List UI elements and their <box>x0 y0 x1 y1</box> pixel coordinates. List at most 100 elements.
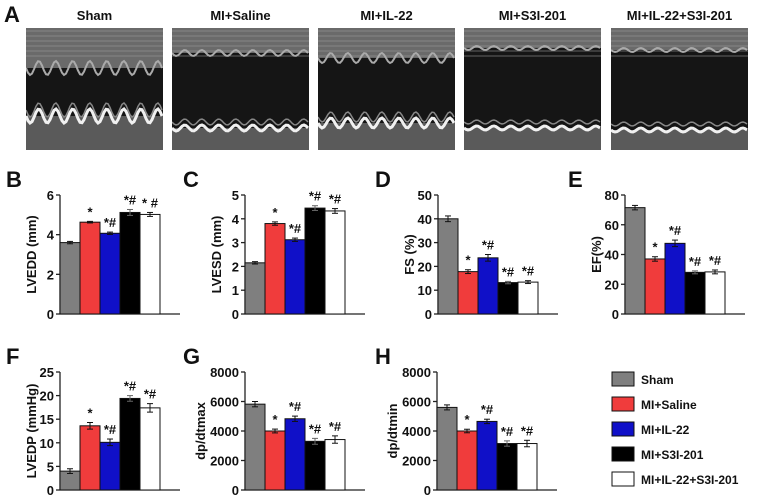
echo-title: MI+Saline <box>210 8 271 23</box>
bar <box>476 420 498 491</box>
legend: Sham MI+Saline MI+IL-22 MI+S3I-201 MI+IL-22+… <box>611 371 739 487</box>
significance-label: *# <box>289 221 302 236</box>
y-axis-label: LVEDD (mm) <box>24 215 39 293</box>
bar <box>264 430 286 491</box>
y-tick-label: 30 <box>418 236 432 251</box>
y-tick-label: 10 <box>418 283 432 298</box>
y-tick-label: 6 <box>47 188 54 203</box>
y-tick-label: 8000 <box>402 365 431 380</box>
significance-label: *# <box>124 379 137 394</box>
y-axis-label: FS (%) <box>402 234 417 274</box>
y-tick-label: 20 <box>418 259 432 274</box>
bar <box>324 439 346 491</box>
bar <box>304 207 326 315</box>
bar <box>624 207 646 315</box>
legend-swatch <box>611 396 635 412</box>
bar <box>264 223 286 315</box>
y-tick-label: 4000 <box>210 424 239 439</box>
y-tick-label: 0 <box>232 483 239 498</box>
y-tick-label: 8000 <box>210 365 239 380</box>
bar <box>119 397 141 491</box>
y-axis-label: LVESD (mm) <box>209 216 224 294</box>
bar <box>644 258 666 315</box>
echo-title: MI+S3I-201 <box>498 8 567 23</box>
bar <box>456 430 478 491</box>
significance-label: * <box>464 412 470 427</box>
y-axis-label: EF(%) <box>589 236 604 273</box>
significance-label: *# <box>501 424 514 439</box>
y-tick-label: 4000 <box>402 424 431 439</box>
bar <box>477 257 499 315</box>
significance-label: *# <box>481 402 494 417</box>
significance-label: *# <box>521 423 534 438</box>
chart-g: G 0 2000 4000 6000 8000 dp/dtmax * *# *# *# <box>183 344 365 498</box>
echo-image <box>26 28 163 150</box>
y-tick-label: 0 <box>47 307 54 322</box>
y-tick-label: 60 <box>605 218 619 233</box>
bar <box>457 271 479 315</box>
bar <box>324 210 346 315</box>
legend-label: MI+IL-22 <box>641 423 690 437</box>
y-tick-label: 20 <box>605 277 619 292</box>
significance-label: * <box>272 412 278 427</box>
significance-label: * <box>465 253 471 268</box>
legend-label: MI+Saline <box>641 398 697 412</box>
y-tick-label: 25 <box>40 365 54 380</box>
echo-image <box>318 28 455 150</box>
bar <box>664 242 686 315</box>
significance-label: *# <box>309 189 322 204</box>
bar <box>119 211 141 315</box>
y-tick-label: 4 <box>47 228 55 243</box>
bar <box>496 443 518 491</box>
bar <box>437 218 459 315</box>
y-tick-label: 20 <box>40 389 54 404</box>
significance-label: *# <box>669 223 682 238</box>
y-tick-label: 2 <box>47 267 54 282</box>
panel-letter: C <box>183 167 199 192</box>
y-tick-label: 5 <box>232 188 239 203</box>
y-tick-label: 10 <box>40 436 54 451</box>
bar <box>99 232 121 315</box>
y-tick-label: 15 <box>40 412 54 427</box>
bar <box>436 406 458 491</box>
chart-h: H 0 2000 4000 6000 8000 dp/dtmin * *# *# *# <box>375 344 557 498</box>
y-tick-label: 50 <box>418 188 432 203</box>
significance-label: *# <box>124 192 137 207</box>
y-tick-label: 6000 <box>402 395 431 410</box>
significance-label: *# <box>689 254 702 269</box>
bar <box>704 271 726 315</box>
significance-label: *# <box>482 238 495 253</box>
bar <box>304 440 326 491</box>
echo-image <box>611 28 748 150</box>
y-tick-label: 0 <box>47 483 54 498</box>
y-tick-label: 40 <box>418 212 432 227</box>
significance-label: *# <box>309 421 322 436</box>
y-tick-label: 0 <box>425 307 432 322</box>
bar <box>244 403 266 491</box>
bar <box>517 281 539 315</box>
echo-title: MI+IL-22 <box>360 8 413 23</box>
y-tick-label: 40 <box>605 248 619 263</box>
y-axis-label: dp/dtmin <box>385 404 400 459</box>
significance-label: * <box>87 406 93 421</box>
significance-label: * <box>272 205 278 220</box>
echo-image <box>172 28 309 150</box>
bar <box>99 441 121 491</box>
legend-label: Sham <box>641 373 674 387</box>
panel-letter: E <box>568 167 583 192</box>
y-tick-label: 6000 <box>210 395 239 410</box>
significance-label: *# <box>289 399 302 414</box>
significance-label: *# <box>104 422 117 437</box>
chart-d: D 0 10 20 30 40 50 FS (%) * *# *# *# <box>375 167 558 322</box>
legend-label: MI+IL-22+S3I-201 <box>641 473 739 487</box>
bar <box>284 418 306 491</box>
y-tick-label: 4 <box>232 212 240 227</box>
significance-label: * <box>87 204 93 219</box>
significance-label: *# <box>522 264 535 279</box>
y-tick-label: 80 <box>605 188 619 203</box>
y-tick-label: 0 <box>424 483 431 498</box>
echo-image <box>464 28 601 150</box>
panel-letter: F <box>6 344 19 369</box>
chart-c: C 0 1 2 3 4 5 LVESD (mm) * *# *# *# <box>183 167 365 322</box>
